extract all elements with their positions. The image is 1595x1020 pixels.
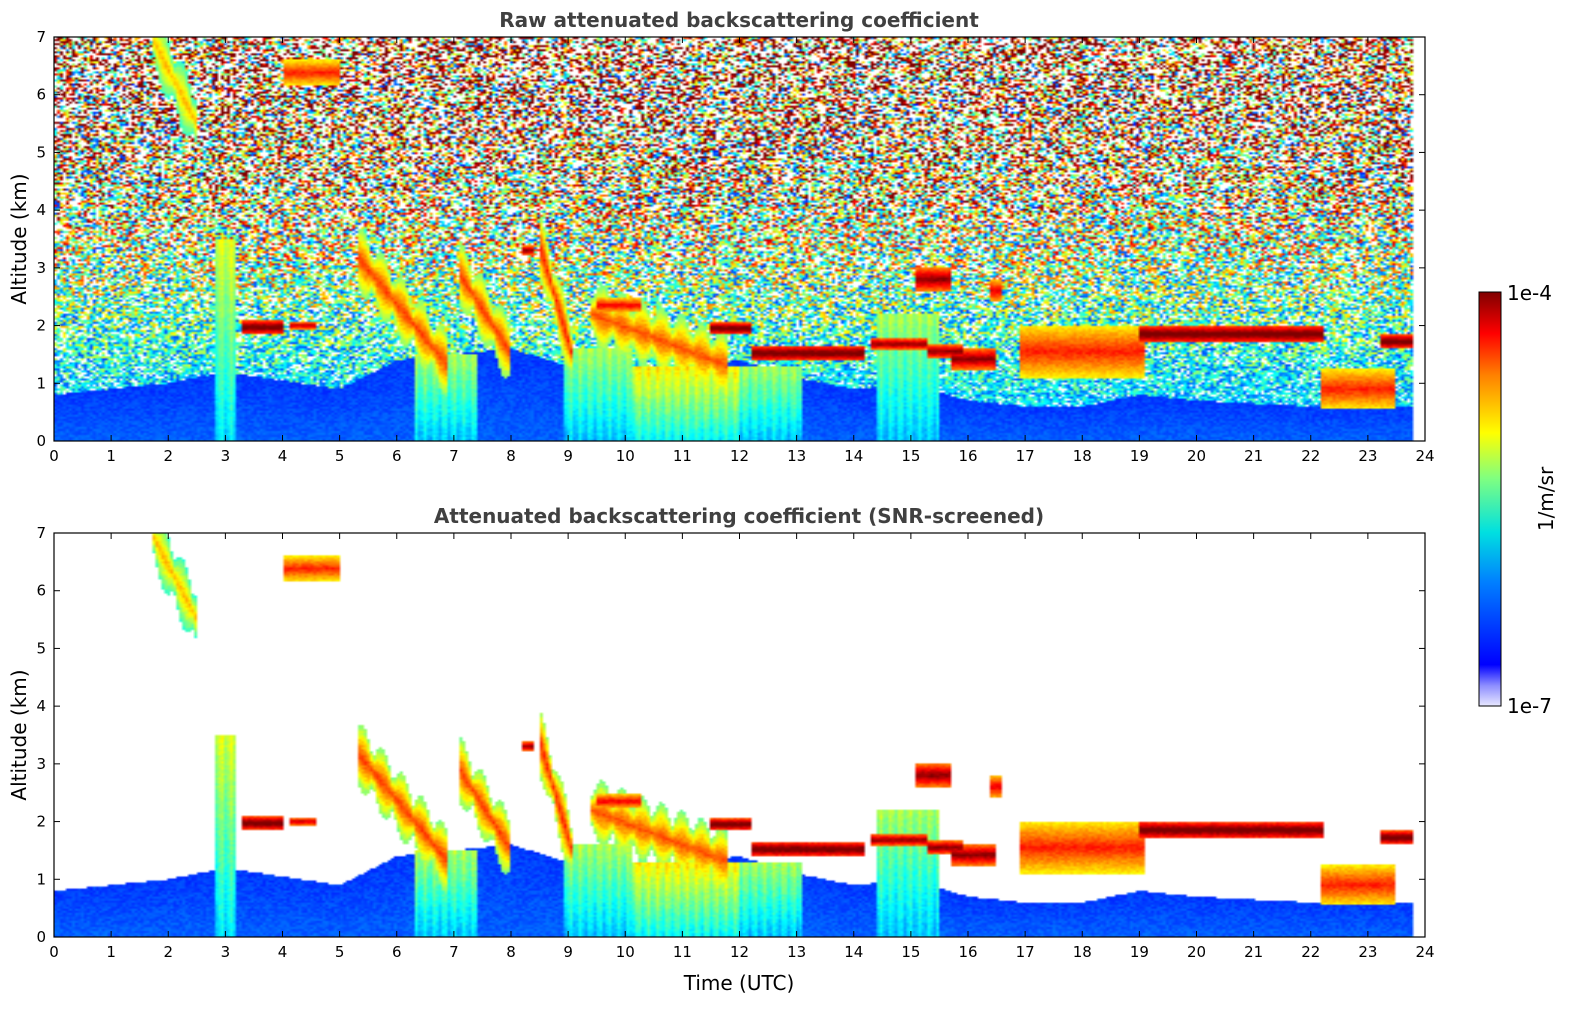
- screened-x-tick-label: 23: [1358, 943, 1377, 961]
- screened-x-tick-label: 14: [844, 943, 863, 961]
- screened-x-tick-label: 1: [106, 943, 116, 961]
- raw-y-axis-label: Altitude (km): [7, 173, 31, 304]
- screened-y-tick-label: 5: [36, 639, 46, 657]
- raw-x-tick-label: 10: [616, 447, 635, 465]
- raw-panel: Raw attenuated backscattering coefficien…: [7, 8, 1435, 465]
- raw-y-tick-label: 0: [36, 432, 46, 450]
- screened-x-tick-label: 16: [958, 943, 977, 961]
- screened-y-tick-label: 4: [36, 697, 46, 715]
- screened-x-tick-label: 15: [901, 943, 920, 961]
- raw-x-tick-label: 20: [1187, 447, 1206, 465]
- screened-y-axis-label: Altitude (km): [7, 669, 31, 800]
- screened-x-tick-label: 17: [1016, 943, 1035, 961]
- screened-y-tick-label: 6: [36, 582, 46, 600]
- screened-y-tick-label: 2: [36, 813, 46, 831]
- raw-y-axis: 0 1 2 3 4 5 6 7: [36, 28, 1425, 450]
- screened-x-tick-label: 11: [673, 943, 692, 961]
- screened-y-tick-label: 3: [36, 755, 46, 773]
- screened-x-tick-label: 24: [1415, 943, 1434, 961]
- screened-x-tick-label: 22: [1301, 943, 1320, 961]
- raw-x-tick-label: 24: [1415, 447, 1434, 465]
- raw-x-tick-label: 9: [563, 447, 573, 465]
- raw-x-tick-label: 22: [1301, 447, 1320, 465]
- screened-x-tick-label: 9: [563, 943, 573, 961]
- screened-panel-title: Attenuated backscattering coefficient (S…: [434, 504, 1044, 528]
- colorbar-max-label: 1e-4: [1507, 281, 1552, 305]
- raw-y-tick-label: 2: [36, 317, 46, 335]
- screened-y-axis: 0 1 2 3 4 5 6 7: [36, 524, 1425, 946]
- screened-x-tick-label: 0: [49, 943, 59, 961]
- raw-x-tick-label: 3: [221, 447, 231, 465]
- raw-x-tick-label: 2: [163, 447, 173, 465]
- screened-x-tick-label: 6: [392, 943, 402, 961]
- raw-x-tick-label: 1: [106, 447, 116, 465]
- colorbar-gradient: [1478, 291, 1502, 707]
- screened-x-tick-label: 2: [163, 943, 173, 961]
- raw-y-tick-label: 3: [36, 259, 46, 277]
- raw-x-tick-label: 8: [506, 447, 516, 465]
- screened-x-axis: 0 1 2 3 4 5 6 7 8 9 10 11 12 13 14 15 16 17 18 19 20 21 22 23 24: [49, 533, 1435, 961]
- raw-x-tick-label: 18: [1073, 447, 1092, 465]
- raw-x-tick-label: 5: [335, 447, 345, 465]
- raw-panel-title: Raw attenuated backscattering coefficien…: [499, 8, 979, 32]
- colorbar-min-label: 1e-7: [1507, 694, 1552, 718]
- screened-panel: Attenuated backscattering coefficient (S…: [7, 504, 1435, 995]
- raw-x-tick-label: 13: [787, 447, 806, 465]
- x-axis-label: Time (UTC): [683, 971, 795, 995]
- raw-x-tick-label: 7: [449, 447, 459, 465]
- raw-y-tick-label: 5: [36, 143, 46, 161]
- screened-y-tick-label: 7: [36, 524, 46, 542]
- raw-y-tick-label: 1: [36, 374, 46, 392]
- raw-y-tick-label: 7: [36, 28, 46, 46]
- raw-x-axis: 0 1 2 3 4 5 6 7 8 9 10 11 12 13 14 15 16 17 18 19 20 21 22 23 24: [49, 37, 1435, 465]
- colorbar: 1e-4 1e-7 1/m/sr: [1478, 281, 1558, 718]
- raw-x-tick-label: 6: [392, 447, 402, 465]
- raw-x-tick-label: 16: [958, 447, 977, 465]
- raw-x-tick-label: 17: [1016, 447, 1035, 465]
- screened-x-tick-label: 10: [616, 943, 635, 961]
- raw-backscatter-heatmap: [54, 37, 1425, 441]
- screened-x-tick-label: 20: [1187, 943, 1206, 961]
- raw-y-tick-label: 4: [36, 201, 46, 219]
- screened-x-tick-label: 5: [335, 943, 345, 961]
- screened-x-tick-label: 3: [221, 943, 231, 961]
- screened-x-tick-label: 7: [449, 943, 459, 961]
- raw-x-tick-label: 0: [49, 447, 59, 465]
- screened-y-tick-label: 0: [36, 928, 46, 946]
- screened-x-tick-label: 13: [787, 943, 806, 961]
- screened-x-tick-label: 4: [278, 943, 288, 961]
- colorbar-unit-label: 1/m/sr: [1534, 466, 1558, 531]
- screened-y-tick-label: 1: [36, 870, 46, 888]
- raw-x-tick-label: 14: [844, 447, 863, 465]
- raw-y-tick-label: 6: [36, 86, 46, 104]
- screened-x-tick-label: 12: [730, 943, 749, 961]
- screened-x-tick-label: 8: [506, 943, 516, 961]
- raw-x-tick-label: 21: [1244, 447, 1263, 465]
- screened-backscatter-heatmap: [54, 533, 1425, 937]
- raw-x-tick-label: 12: [730, 447, 749, 465]
- screened-x-tick-label: 19: [1130, 943, 1149, 961]
- raw-x-tick-label: 19: [1130, 447, 1149, 465]
- raw-x-tick-label: 15: [901, 447, 920, 465]
- screened-x-tick-label: 21: [1244, 943, 1263, 961]
- raw-x-tick-label: 23: [1358, 447, 1377, 465]
- raw-x-tick-label: 11: [673, 447, 692, 465]
- screened-x-tick-label: 18: [1073, 943, 1092, 961]
- raw-x-tick-label: 4: [278, 447, 288, 465]
